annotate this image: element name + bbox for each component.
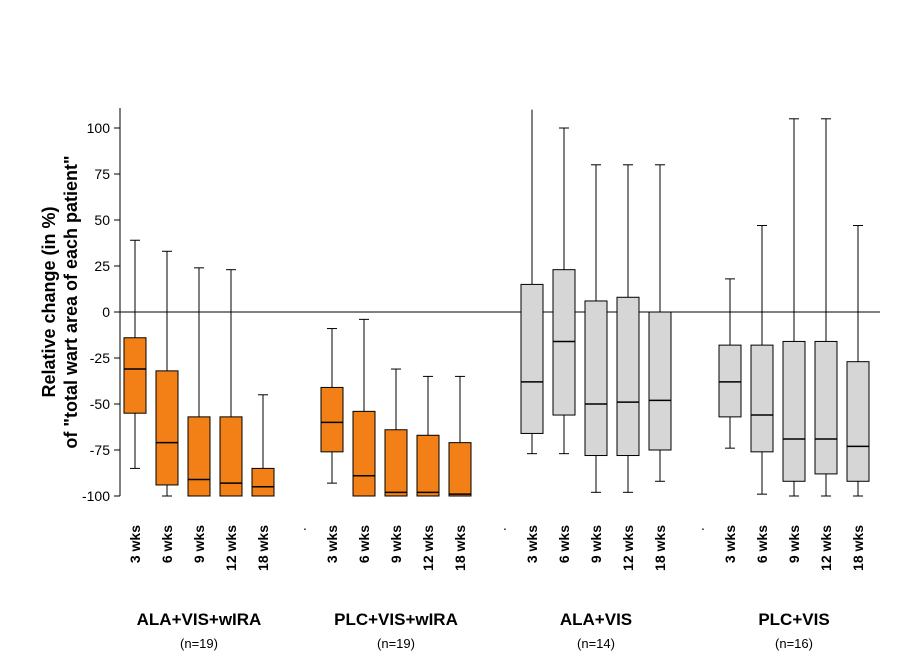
y-tick-label: -75 [90, 442, 110, 458]
group-name-label: PLC+VIS [758, 610, 829, 629]
box-body [648, 311, 672, 451]
box [155, 250, 179, 497]
x-tick-label: 9 wks [191, 525, 207, 563]
x-tick-label: 3 wks [127, 525, 143, 563]
x-tick-label: 3 wks [524, 525, 540, 563]
box [584, 164, 608, 493]
x-tick-label: 18 wks [452, 525, 468, 571]
box-series [123, 109, 870, 497]
group-labels: ALA+VIS+wIRA (n=19) PLC+VIS+wIRA (n=19) ALA+… [137, 610, 830, 651]
box [123, 239, 147, 469]
box-body [782, 340, 806, 482]
box [750, 225, 774, 495]
box-body [718, 344, 742, 418]
box-body [552, 269, 576, 416]
x-tick-label: 3 wks [324, 525, 340, 563]
box-body [155, 370, 179, 486]
y-axis-title-line: Relative change (in %) [39, 206, 59, 397]
box-body [416, 434, 440, 497]
box [814, 118, 838, 497]
x-tick-label: 9 wks [786, 525, 802, 563]
box-body [251, 467, 275, 497]
box-body [616, 296, 640, 457]
box [718, 278, 742, 449]
box-body [384, 429, 408, 497]
box [320, 328, 344, 484]
box [616, 164, 640, 493]
x-tick-label: 9 wks [588, 525, 604, 563]
y-axis: 100 75 50 25 0 -25 -50 -75 -100 [82, 108, 121, 504]
box-body [814, 340, 838, 475]
box [648, 164, 672, 482]
y-tick-label: -100 [82, 488, 110, 504]
x-tick-label: 12 wks [223, 525, 239, 571]
x-tick-label: 18 wks [850, 525, 866, 571]
group-separator-dot: . [701, 517, 705, 533]
box-group [718, 118, 870, 497]
box [782, 118, 806, 497]
x-tick-label: 9 wks [388, 525, 404, 563]
x-tick-label: 6 wks [754, 525, 770, 563]
group-separator-dot: . [303, 517, 307, 533]
group-name-label: ALA+VIS+wIRA [137, 610, 262, 629]
x-tick-label: 6 wks [556, 525, 572, 563]
box-body [352, 410, 376, 497]
group-name-label: PLC+VIS+wIRA [334, 610, 458, 629]
box [448, 375, 472, 497]
y-tick-label: 75 [94, 166, 110, 182]
box-body [520, 283, 544, 434]
box-body [846, 361, 870, 482]
box-group [520, 109, 672, 493]
box-body [320, 386, 344, 453]
box [384, 368, 408, 497]
box [520, 109, 544, 455]
y-axis-title: Relative change (in %) of "total wart are… [39, 155, 81, 448]
box-body [750, 344, 774, 453]
group-n-label: (n=19) [180, 636, 218, 651]
y-tick-label: 50 [94, 212, 110, 228]
box [219, 269, 243, 497]
y-tick-label: 0 [102, 304, 110, 320]
x-tick-label: 3 wks [722, 525, 738, 563]
box [352, 318, 376, 497]
group-name-label: ALA+VIS [560, 610, 632, 629]
x-tick-label: 12 wks [818, 525, 834, 571]
x-tick-label: 6 wks [159, 525, 175, 563]
group-n-label: (n=19) [377, 636, 415, 651]
x-tick-label: 18 wks [652, 525, 668, 571]
x-tick-label: 12 wks [420, 525, 436, 571]
box-group [123, 239, 275, 497]
box [251, 394, 275, 497]
x-tick-label: 18 wks [255, 525, 271, 571]
y-tick-label: -25 [90, 350, 110, 366]
y-axis-title-line: of "total wart area of each patient" [61, 155, 81, 448]
group-separator-dot: . [503, 517, 507, 533]
box-body [187, 416, 211, 497]
y-tick-label: -50 [90, 396, 110, 412]
box-body [219, 416, 243, 497]
x-tick-label: 12 wks [620, 525, 636, 571]
group-n-label: (n=14) [577, 636, 615, 651]
x-tick-labels: 3 wks 6 wks 9 wks 12 wks 18 wks 3 wks 6 wks 9 w… [127, 517, 866, 571]
y-axis-label: Relative change (in %) of "total wart are… [39, 155, 81, 448]
group-n-label: (n=16) [775, 636, 813, 651]
x-tick-label: 6 wks [356, 525, 372, 563]
box-body [448, 442, 472, 497]
box [552, 127, 576, 455]
y-tick-label: 25 [94, 258, 110, 274]
box [187, 267, 211, 497]
box-group [320, 318, 472, 497]
box [846, 225, 870, 497]
y-tick-label: 100 [87, 120, 111, 136]
box-body [584, 300, 608, 457]
box-body [123, 337, 147, 414]
box [416, 375, 440, 497]
